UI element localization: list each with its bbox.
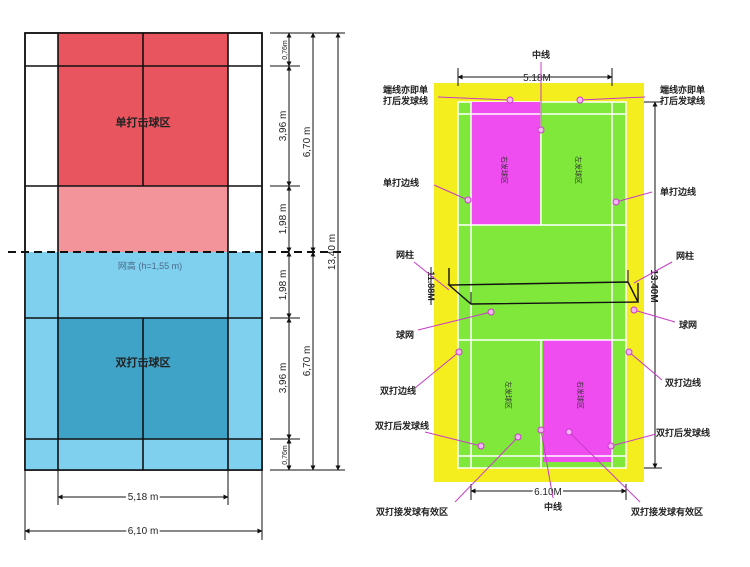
- right-box-labels: 右发球区 左发球区 左发球区 右发球区: [500, 156, 585, 409]
- label-doubles-long-right: 双打后发球线: [656, 427, 710, 438]
- net: [447, 268, 640, 305]
- label-singles-sideline-left: 单打边线: [383, 177, 419, 188]
- label-doubles-receive-left: 双打接发球有效区: [376, 506, 448, 517]
- dim-half-bottom: 6,70 m: [302, 346, 313, 377]
- right-dims: [430, 68, 662, 500]
- singles-front-zone: [58, 186, 228, 252]
- label-net-post-right: 网柱: [676, 250, 694, 261]
- label-long-service-left-2: 打后发球线: [383, 95, 428, 106]
- label-doubles-sideline-left: 双打边线: [380, 385, 416, 396]
- label-singles-sideline-right: 单打边线: [660, 186, 696, 197]
- doubles-zone-label: 双打击球区: [116, 355, 171, 369]
- dim-doubles-width-right: 6.10M: [534, 487, 562, 498]
- dim-total-length-right: 13.40M: [648, 269, 659, 302]
- callout-labels: 中线 端线亦即单 打后发球线 端线亦即单 打后发球线 单打边线 单打边线 网柱 …: [375, 49, 710, 517]
- label-center-line-top: 中线: [532, 49, 550, 60]
- dim-net-side: 11.88M: [426, 271, 436, 301]
- service-box-top-left: [471, 102, 540, 225]
- box-label-bottom-left: 左发球区: [504, 381, 513, 409]
- dim-bottom-short: 3,96 m: [278, 363, 289, 394]
- callout-markers: [455, 96, 638, 450]
- box-label-top-right: 左发球区: [574, 156, 583, 184]
- label-long-service-right-2: 打后发球线: [660, 95, 705, 106]
- dim-top-front: 1,98 m: [278, 204, 289, 235]
- label-net-post-left: 网柱: [396, 249, 414, 260]
- label-long-service-right-1: 端线亦即单: [660, 84, 705, 95]
- dim-top-short: 3,96 m: [278, 111, 289, 142]
- dim-doubles-width: 6,10 m: [128, 526, 159, 537]
- left-horizontal-dims: [24, 470, 263, 540]
- dim-total-length: 13,40 m: [327, 234, 338, 270]
- doubles-side-left: [25, 318, 58, 439]
- label-doubles-long-left: 双打后发球线: [375, 420, 429, 431]
- left-vertical-dims: [270, 32, 345, 471]
- right-court-diagram: 右发球区 左发球区 左发球区 右发球区 5.18M 6.10M: [375, 49, 710, 517]
- singles-zone-label: 单打击球区: [116, 115, 171, 129]
- dim-singles-width: 5,18 m: [128, 492, 159, 503]
- dim-top-gap: 0,76m: [282, 40, 289, 60]
- dim-singles-width-right: 5.18M: [523, 73, 551, 84]
- label-net-left: 球网: [396, 329, 414, 340]
- label-net-right: 球网: [679, 319, 697, 330]
- right-court-lines: [458, 102, 626, 468]
- label-center-line-bottom: 中线: [544, 501, 562, 512]
- service-box-bottom-right: [543, 340, 612, 462]
- callout-leaders: [413, 62, 676, 503]
- box-label-top-left: 右发球区: [500, 156, 509, 184]
- dim-bottom-front: 1,98 m: [278, 270, 289, 301]
- label-doubles-sideline-right: 双打边线: [665, 377, 701, 388]
- dim-half-top: 6,70 m: [302, 127, 313, 158]
- label-long-service-left-1: 端线亦即单: [383, 84, 428, 95]
- label-doubles-receive-right: 双打接发球有效区: [631, 506, 703, 517]
- box-label-bottom-right: 右发球区: [576, 381, 585, 409]
- doubles-side-right: [228, 318, 262, 439]
- left-court-diagram: 单打击球区 双打击球区 网高 (h=1,55 m): [8, 32, 345, 540]
- net-height-label: 网高 (h=1,55 m): [118, 260, 182, 271]
- dim-bottom-gap: 0,76m: [282, 445, 289, 465]
- left-vertical-dim-labels: 0,76m 3,96 m 1,98 m 1,98 m 3,96 m 0,76m …: [278, 40, 338, 465]
